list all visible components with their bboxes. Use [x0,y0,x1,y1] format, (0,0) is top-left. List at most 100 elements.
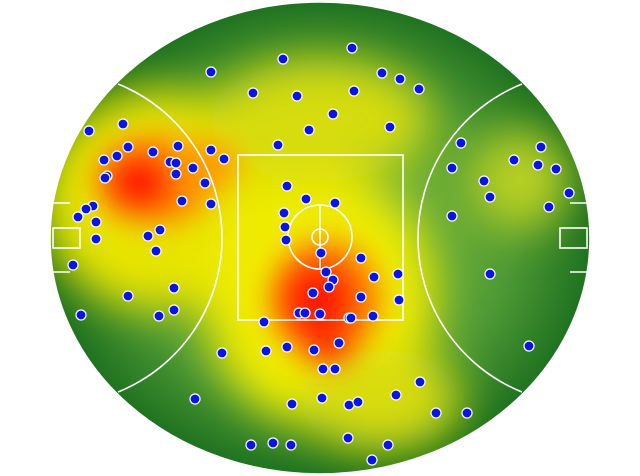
point [172,140,184,152]
point [393,294,405,306]
heatmap [50,2,590,474]
point [286,398,298,410]
point [308,344,320,356]
point [147,146,159,158]
point [430,407,442,419]
point [315,247,327,259]
point [247,87,259,99]
point [446,210,458,222]
point [413,83,425,95]
point [72,211,84,223]
point [281,341,293,353]
point [260,345,272,357]
point [300,193,312,205]
point [122,290,134,302]
point [320,266,332,278]
point [245,439,257,451]
point [376,67,388,79]
points [67,42,575,466]
point [99,172,111,184]
point [267,437,279,449]
point [258,316,270,328]
point [316,392,328,404]
point [563,187,575,199]
point [142,230,154,242]
point [535,141,547,153]
point [382,439,394,451]
point [122,141,134,153]
point [168,304,180,316]
point [352,396,364,408]
point [281,180,293,192]
point [314,308,326,320]
point [154,224,166,236]
point [367,310,379,322]
point [484,268,496,280]
point [280,234,292,246]
point [90,233,102,245]
point [277,53,289,65]
point [176,195,188,207]
point [327,108,339,120]
point [205,66,217,78]
point [83,125,95,137]
point [205,198,217,210]
point [333,337,345,349]
point [508,154,520,166]
point [189,393,201,405]
point [342,432,354,444]
point [117,118,129,130]
point [170,168,182,180]
point [153,310,165,322]
point [484,191,496,203]
field-lines [49,1,591,475]
point [390,389,402,401]
point [446,162,458,174]
point [278,207,290,219]
point [550,163,562,175]
point [384,121,396,133]
point [323,281,335,293]
point [291,90,303,102]
point [348,85,360,97]
point [345,312,357,324]
point [368,271,380,283]
point [279,221,291,233]
point [98,154,110,166]
point [90,216,102,228]
point [299,307,311,319]
point [111,150,123,162]
point [218,153,230,165]
point [461,407,473,419]
point [303,124,315,136]
point [75,309,87,321]
point [532,159,544,171]
point [543,201,555,213]
point [366,454,378,466]
point [392,268,404,280]
point [205,144,217,156]
point [455,137,467,149]
point [67,259,79,271]
point [523,340,535,352]
point [355,291,367,303]
point [346,42,358,54]
point [216,347,228,359]
point [168,282,180,294]
point [329,197,341,209]
point [187,162,199,174]
point [394,73,406,85]
point [307,287,319,299]
point [199,177,211,189]
point [355,252,367,264]
point [150,245,162,257]
point [329,363,341,375]
point [478,175,490,187]
point [414,376,426,388]
point [317,363,329,375]
point [170,157,182,169]
point [285,439,297,451]
point [80,203,92,215]
point [272,139,284,151]
